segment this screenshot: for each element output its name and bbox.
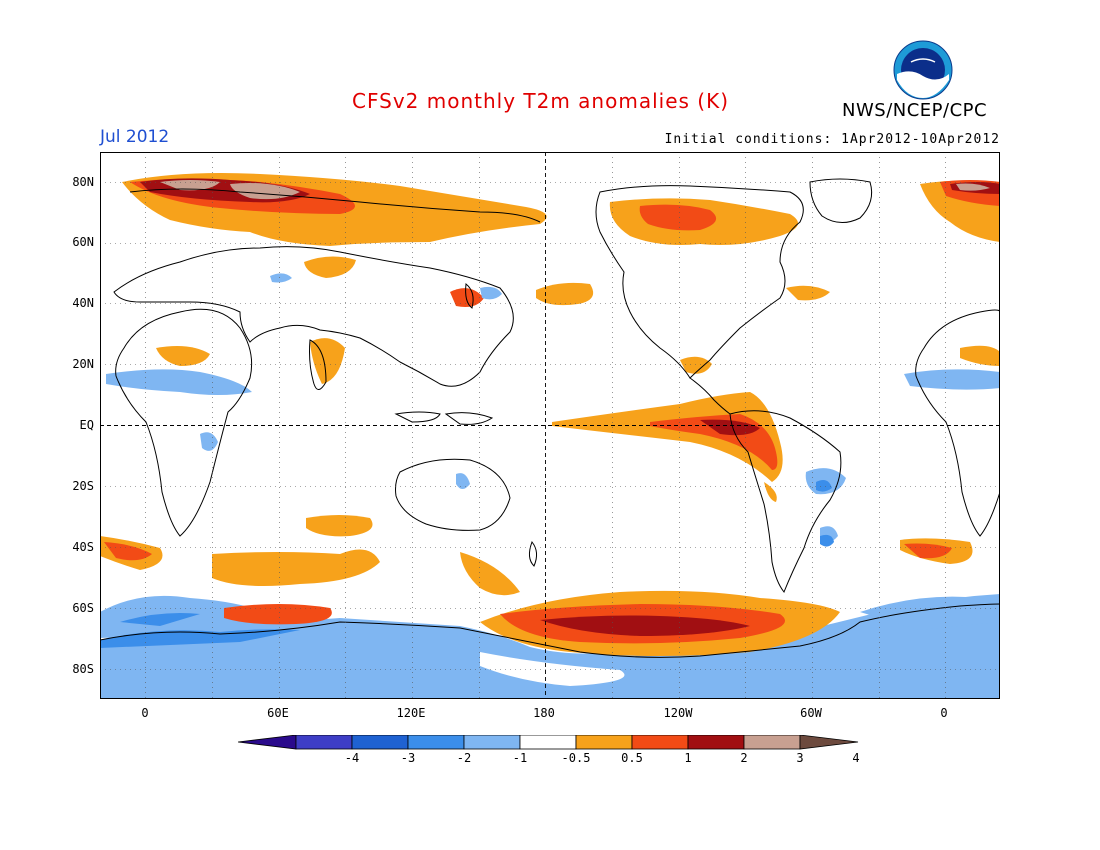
lat-label: 20S (72, 479, 94, 493)
colorbar-box (407, 735, 465, 750)
colorbar-label: 1 (684, 751, 692, 765)
lat-label: 80N (72, 175, 94, 189)
colorbar-label: 4 (852, 751, 860, 765)
colorbar-label: 2 (740, 751, 748, 765)
colorbar-boxes (238, 735, 859, 750)
forecast-month: Jul 2012 (100, 127, 170, 147)
antarctic-cool-region (100, 594, 1000, 699)
colorbar-arrow-high (799, 735, 859, 750)
lon-label: 60W (800, 706, 822, 720)
lon-label: 0 (141, 706, 149, 720)
lon-label: 120W (663, 706, 693, 720)
lat-label: 60N (72, 235, 94, 249)
lon-label: 120E (396, 706, 426, 720)
colorbar-box (743, 735, 801, 750)
colorbar-label: -0.5 (561, 751, 591, 765)
colorbar-box (575, 735, 633, 750)
colorbar-box (519, 735, 577, 750)
initial-conditions: Initial conditions: 1Apr2012-10Apr2012 (664, 132, 1000, 147)
colorbar-label: -4 (344, 751, 360, 765)
colorbar-box (295, 735, 353, 750)
colorbar-box (351, 735, 409, 750)
lat-label: EQ (79, 418, 94, 432)
lon-label: 60E (267, 706, 289, 720)
colorbar-arrow-low (238, 735, 297, 750)
lat-label: 40N (72, 296, 94, 310)
map-frame (100, 152, 1000, 699)
coastlines (100, 178, 1000, 658)
colorbar-box (687, 735, 745, 750)
colorbar-label: 0.5 (621, 751, 643, 765)
colorbar-box (463, 735, 521, 750)
lon-label: 180 (533, 706, 555, 720)
colorbar-label: 3 (796, 751, 804, 765)
lat-label: 80S (72, 662, 94, 676)
lat-label: 20N (72, 357, 94, 371)
colorbar-label: -3 (400, 751, 416, 765)
noaa-logo (893, 40, 953, 100)
lat-label: 60S (72, 601, 94, 615)
cool-anomaly-medium (816, 480, 834, 547)
colorbar-label: -2 (456, 751, 472, 765)
chart-title: CFSv2 monthly T2m anomalies (K) (352, 89, 729, 113)
reference-lines (100, 152, 1000, 699)
colorbar-box (631, 735, 689, 750)
agency-label: NWS/NCEP/CPC (842, 100, 988, 121)
anomaly-map (100, 152, 1000, 699)
lon-label: 0 (940, 706, 948, 720)
graticule (100, 152, 1000, 699)
colorbar (238, 735, 859, 750)
colorbar-label: -1 (512, 751, 528, 765)
antarctic-cool-strong (100, 613, 300, 648)
antarctic-neutral-patch (480, 652, 625, 686)
lat-label: 40S (72, 540, 94, 554)
